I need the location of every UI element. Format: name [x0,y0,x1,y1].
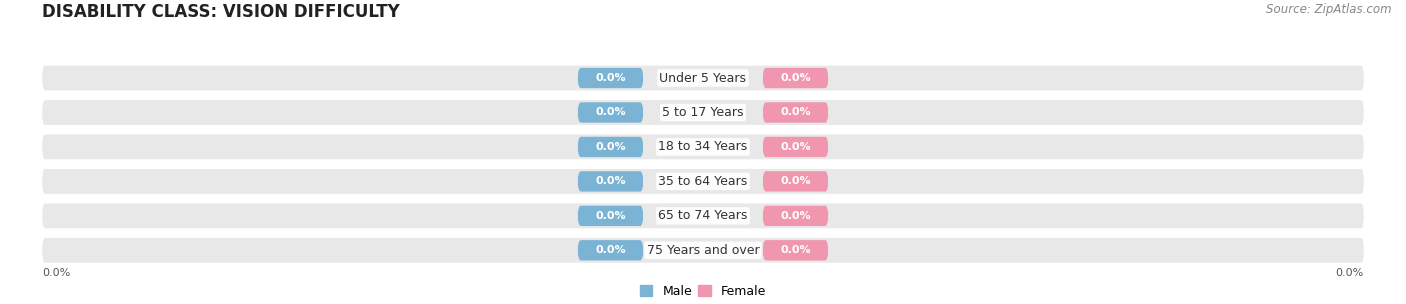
FancyBboxPatch shape [762,171,828,192]
Text: 65 to 74 Years: 65 to 74 Years [658,209,748,222]
FancyBboxPatch shape [578,137,644,157]
FancyBboxPatch shape [578,68,644,88]
Text: 0.0%: 0.0% [595,176,626,186]
FancyBboxPatch shape [42,135,1364,159]
Text: 0.0%: 0.0% [42,268,70,278]
FancyBboxPatch shape [578,102,644,123]
Text: Source: ZipAtlas.com: Source: ZipAtlas.com [1267,3,1392,16]
FancyBboxPatch shape [42,203,1364,228]
FancyBboxPatch shape [762,102,828,123]
FancyBboxPatch shape [578,171,644,192]
Text: 5 to 17 Years: 5 to 17 Years [662,106,744,119]
FancyBboxPatch shape [762,137,828,157]
Legend: Male, Female: Male, Female [640,285,766,298]
Text: 0.0%: 0.0% [780,176,811,186]
FancyBboxPatch shape [42,169,1364,194]
FancyBboxPatch shape [762,206,828,226]
Text: DISABILITY CLASS: VISION DIFFICULTY: DISABILITY CLASS: VISION DIFFICULTY [42,3,399,21]
FancyBboxPatch shape [42,238,1364,263]
Text: Under 5 Years: Under 5 Years [659,71,747,85]
FancyBboxPatch shape [578,240,644,261]
Text: 0.0%: 0.0% [780,211,811,221]
FancyBboxPatch shape [762,240,828,261]
Text: 0.0%: 0.0% [1336,268,1364,278]
Text: 0.0%: 0.0% [780,73,811,83]
Text: 0.0%: 0.0% [780,245,811,255]
FancyBboxPatch shape [578,206,644,226]
Text: 0.0%: 0.0% [780,108,811,117]
FancyBboxPatch shape [42,66,1364,90]
FancyBboxPatch shape [762,68,828,88]
Text: 0.0%: 0.0% [780,142,811,152]
FancyBboxPatch shape [42,100,1364,125]
Text: 0.0%: 0.0% [595,142,626,152]
Text: 0.0%: 0.0% [595,108,626,117]
Text: 75 Years and over: 75 Years and over [647,244,759,257]
Text: 0.0%: 0.0% [595,245,626,255]
Text: 0.0%: 0.0% [595,73,626,83]
Text: 18 to 34 Years: 18 to 34 Years [658,140,748,154]
Text: 0.0%: 0.0% [595,211,626,221]
Text: 35 to 64 Years: 35 to 64 Years [658,175,748,188]
